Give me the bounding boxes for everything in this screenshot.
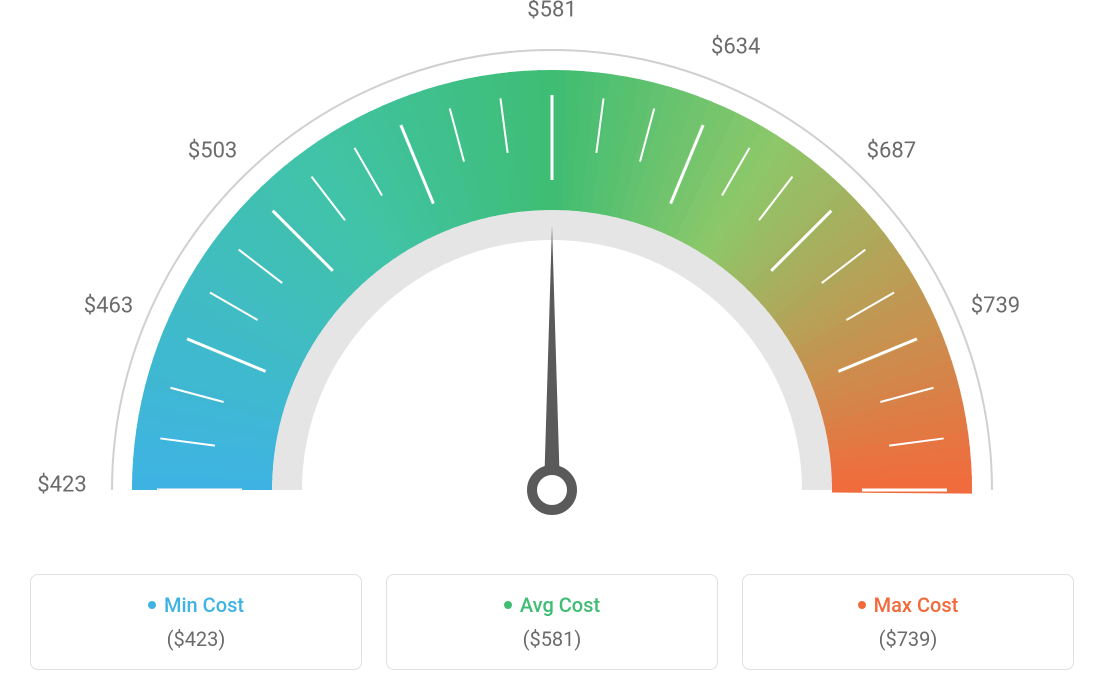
gauge-tick-label: $423 [37, 473, 86, 498]
legend-dot-max [858, 601, 866, 609]
legend-dot-avg [504, 601, 512, 609]
legend-row: Min Cost ($423) Avg Cost ($581) Max Cost… [0, 574, 1104, 670]
gauge-tick-label: $581 [527, 0, 576, 23]
legend-card-max: Max Cost ($739) [742, 574, 1074, 670]
legend-label-avg: Avg Cost [520, 593, 600, 617]
gauge-tick-label: $503 [188, 138, 237, 163]
gauge-tick-label: $634 [711, 34, 760, 59]
gauge-tick-label: $687 [867, 138, 916, 163]
legend-value-avg: ($581) [523, 627, 582, 651]
gauge-tick-label: $463 [84, 294, 133, 319]
legend-label-max: Max Cost [874, 593, 959, 617]
gauge-tick-label: $739 [971, 294, 1020, 319]
legend-card-avg: Avg Cost ($581) [386, 574, 718, 670]
legend-title-avg: Avg Cost [504, 593, 600, 617]
legend-card-min: Min Cost ($423) [30, 574, 362, 670]
legend-dot-min [148, 601, 156, 609]
legend-title-min: Min Cost [148, 593, 244, 617]
legend-value-min: ($423) [167, 627, 226, 651]
gauge-svg [0, 0, 1104, 560]
legend-title-max: Max Cost [858, 593, 959, 617]
legend-label-min: Min Cost [164, 593, 244, 617]
cost-gauge: $423 $463 $503 $581 $634 $687 $739 [0, 0, 1104, 560]
legend-value-max: ($739) [879, 627, 938, 651]
